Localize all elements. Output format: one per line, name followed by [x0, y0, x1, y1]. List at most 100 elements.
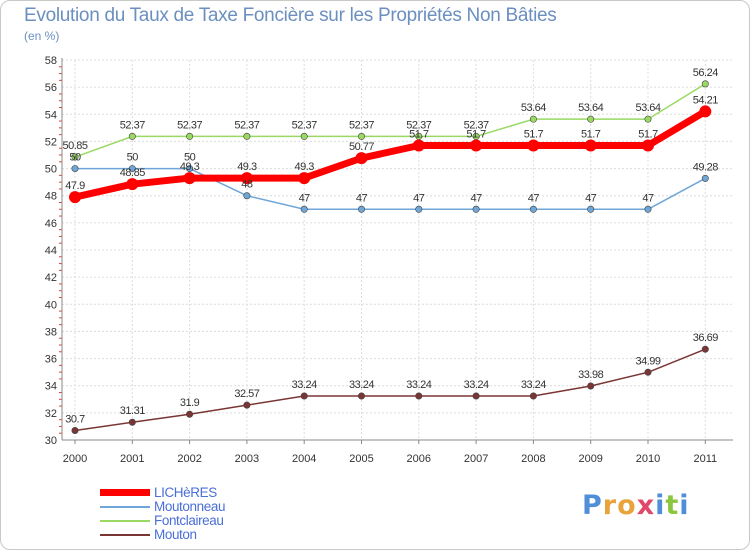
data-point [584, 139, 597, 152]
y-tick-label: 50 [45, 164, 57, 176]
legend-item: LICHèRES [100, 485, 217, 500]
data-point [357, 205, 365, 213]
data-point [412, 139, 425, 152]
data-label: 47 [585, 192, 597, 204]
y-tick-label: 40 [45, 299, 57, 311]
y-tick-label: 48 [45, 191, 57, 203]
data-point [128, 418, 136, 426]
data-label: 52.37 [406, 119, 431, 131]
data-label: 33.24 [406, 379, 431, 391]
data-point [644, 115, 652, 123]
data-point [300, 205, 308, 213]
data-label: 49.3 [294, 161, 314, 173]
data-label: 49.3 [180, 161, 200, 173]
legend-item: Moutonneau [100, 499, 225, 514]
data-label: 49.28 [693, 161, 718, 173]
data-point [415, 205, 423, 213]
y-tick-label: 44 [45, 245, 57, 257]
y-tick-label: 52 [45, 136, 57, 148]
data-point [701, 80, 709, 88]
data-point [701, 345, 709, 353]
y-tick-label: 42 [45, 272, 57, 284]
data-label: 53.64 [635, 102, 660, 114]
data-point [128, 132, 136, 140]
data-label: 51.7 [638, 129, 658, 141]
y-tick-label: 38 [45, 326, 57, 338]
data-point [527, 139, 540, 152]
data-point [71, 165, 79, 173]
data-point [300, 392, 308, 400]
data-label: 30.7 [65, 414, 85, 426]
y-tick-label: 32 [45, 408, 57, 420]
data-point [644, 205, 652, 213]
x-tick-label: 2006 [407, 453, 431, 465]
data-label: 51.7 [466, 129, 486, 141]
logo-letter: P [582, 490, 603, 521]
data-point [186, 410, 194, 418]
data-label: 52.37 [292, 119, 317, 131]
legend-label: Moutonneau [154, 499, 226, 514]
data-point [642, 139, 654, 152]
data-point [587, 115, 595, 123]
x-tick-label: 2008 [521, 453, 545, 465]
data-point [529, 115, 537, 123]
data-label: 52.37 [464, 119, 489, 131]
data-point [243, 192, 251, 200]
data-point [69, 191, 81, 204]
logo-letter: o [617, 490, 637, 521]
legend-label: Fontclaireau [154, 513, 224, 528]
series-line-lichères [74, 108, 708, 201]
legend-label: Mouton [154, 527, 197, 542]
data-label: 48 [241, 179, 253, 191]
x-tick-label: 2001 [120, 453, 144, 465]
data-point [243, 132, 251, 140]
data-point [243, 401, 251, 409]
legend-swatch [100, 519, 150, 522]
chart-title: Evolution du Taux de Taxe Foncière sur l… [24, 5, 557, 26]
series-line-mouton [74, 348, 706, 432]
data-point [186, 165, 194, 173]
data-label: 50 [127, 152, 139, 164]
data-point [357, 132, 365, 140]
data-label: 48.85 [120, 167, 145, 179]
data-label: 47 [470, 192, 482, 204]
data-label: 47.9 [65, 180, 85, 192]
data-label: 51.7 [524, 129, 544, 141]
data-label: 31.31 [120, 405, 145, 417]
data-label: 49.3 [237, 161, 257, 173]
x-tick-label: 2005 [349, 453, 373, 465]
data-label: 32.57 [234, 388, 259, 400]
data-point [472, 392, 480, 400]
y-tick-label: 30 [45, 435, 57, 447]
data-point [298, 172, 311, 185]
x-tick-label: 2007 [464, 453, 488, 465]
y-tick-label: 46 [45, 218, 57, 230]
data-label: 53.64 [521, 102, 546, 114]
logo-letter: r [602, 490, 618, 521]
x-tick-label: 2003 [235, 453, 259, 465]
logo-letter: t [665, 490, 680, 521]
data-label: 47 [642, 192, 654, 204]
logo-letter: i [655, 490, 666, 521]
data-label: 34.99 [635, 355, 660, 367]
legend-label: LICHèRES [154, 485, 217, 500]
x-tick-label: 2011 [693, 453, 717, 465]
y-tick-label: 54 [45, 109, 57, 121]
data-label: 50 [184, 152, 196, 164]
data-label: 50.77 [349, 141, 374, 153]
y-tick-label: 34 [45, 381, 57, 393]
y-tick-label: 58 [45, 55, 57, 67]
x-tick-label: 2002 [177, 453, 201, 465]
data-label: 47 [528, 192, 540, 204]
proxiti-logo: Proxiti [582, 490, 690, 521]
x-tick-label: 2000 [63, 453, 87, 465]
data-label: 47 [413, 192, 425, 204]
data-label: 53.64 [578, 102, 603, 114]
x-tick-label: 2009 [578, 453, 602, 465]
logo-letter: i [679, 490, 690, 521]
data-point [300, 132, 308, 140]
data-point [355, 152, 368, 165]
data-label: 56.24 [693, 67, 718, 79]
